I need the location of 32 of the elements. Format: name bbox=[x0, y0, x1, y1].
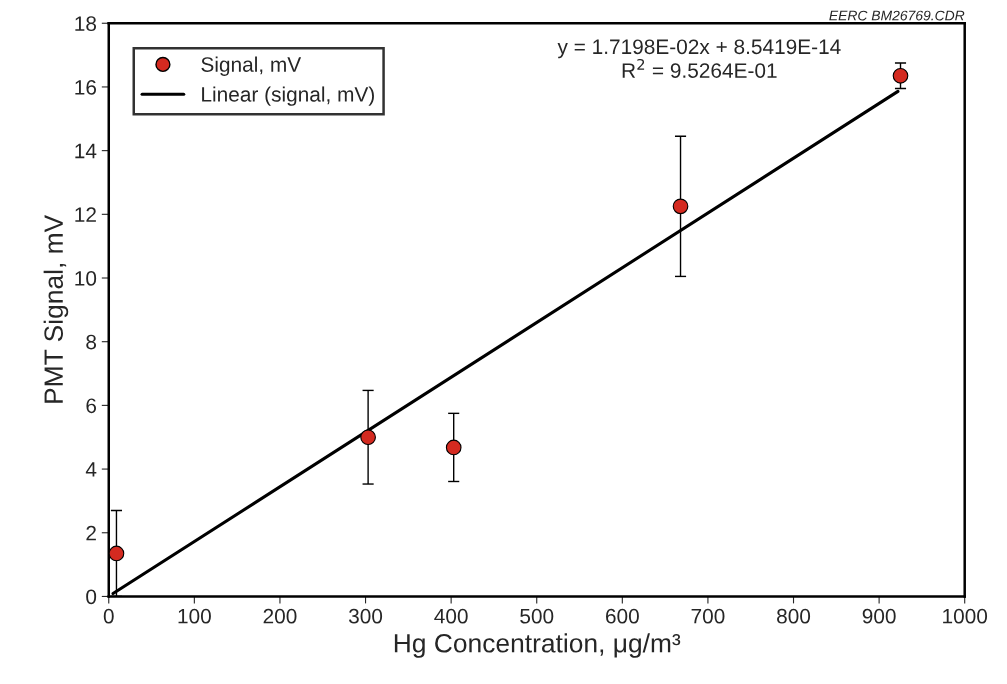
y-tick-label: 0 bbox=[86, 589, 97, 605]
y-axis-title: PMT Signal, mV bbox=[43, 214, 69, 403]
x-tick-label: 700 bbox=[691, 608, 725, 624]
point bbox=[360, 429, 376, 446]
y-tick-label: 16 bbox=[75, 79, 97, 95]
x-tick-label: 1000 bbox=[943, 608, 988, 624]
y-tick-label: 2 bbox=[86, 525, 96, 541]
y-tick-label: 8 bbox=[86, 334, 97, 350]
x-tick-label: 800 bbox=[777, 608, 811, 624]
y-tick-label: 12 bbox=[75, 207, 96, 222]
y-tick-label: 4 bbox=[85, 462, 97, 477]
text: EERC BM26769.CDR bbox=[829, 10, 965, 21]
x-tick-label: 600 bbox=[606, 608, 639, 624]
x-tick-label: 200 bbox=[263, 608, 297, 624]
legend-label: Signal, mV bbox=[201, 56, 302, 77]
point bbox=[672, 198, 689, 215]
point bbox=[445, 439, 462, 456]
point bbox=[892, 67, 909, 84]
x-tick-label: 300 bbox=[348, 608, 383, 624]
x-tick-label: 400 bbox=[434, 608, 468, 624]
x-tick-label: 0 bbox=[103, 608, 114, 624]
x-axis-title: Hg Concentration, μg/m³ bbox=[394, 633, 681, 658]
y-tick-label: 14 bbox=[75, 143, 97, 159]
x-tick-label: 900 bbox=[862, 608, 896, 624]
x-tick-label: 100 bbox=[178, 608, 211, 624]
y-tick-label: 6 bbox=[86, 398, 97, 414]
annotation: y = 1.7198E-02x + 8.5419E-14 R$^{2}$ = 9.5264E-01 bbox=[557, 39, 841, 78]
point bbox=[108, 545, 125, 562]
legend-label: Linear (signal, mV) bbox=[202, 86, 374, 106]
y-tick-label: 10 bbox=[75, 271, 97, 286]
x-tick-label: 500 bbox=[520, 608, 554, 624]
y-tick-label: 18 bbox=[75, 16, 97, 32]
